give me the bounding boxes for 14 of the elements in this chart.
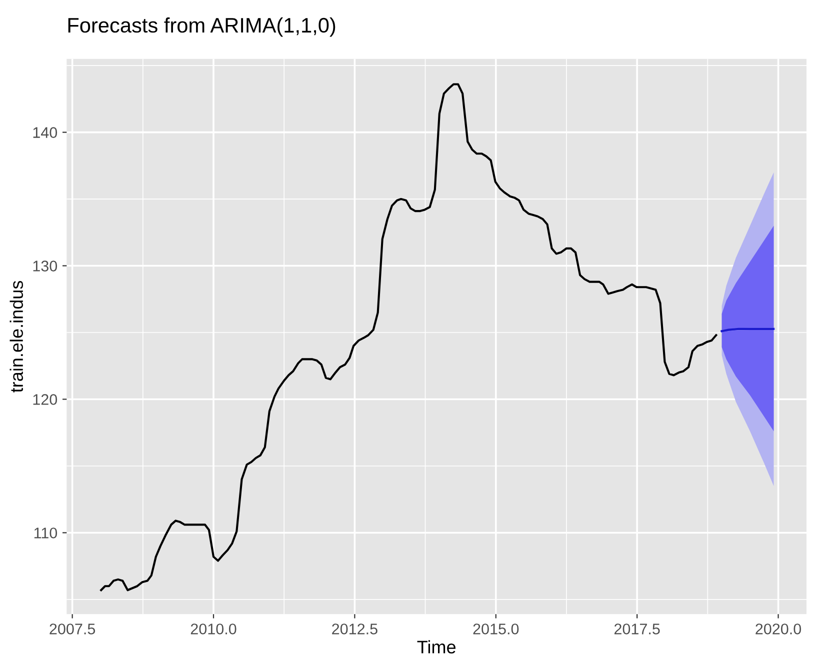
- x-tick-label: 2007.5: [50, 624, 96, 634]
- x-tick-label: 2020.0: [756, 624, 802, 634]
- y-tick-label: 120: [33, 394, 58, 405]
- y-tick-label: 110: [34, 528, 58, 538]
- x-axis-title: Time: [417, 640, 456, 654]
- x-tick-label: 2012.5: [332, 624, 378, 634]
- x-tick-label: 2010.0: [190, 624, 236, 634]
- y-tick-label: 140: [33, 127, 58, 138]
- chart-title: Forecasts from ARIMA(1,1,0): [68, 17, 336, 37]
- x-tick-label: 2017.5: [614, 624, 660, 634]
- y-axis-title: train.ele.indus: [10, 280, 24, 392]
- y-tick-label: 130: [33, 260, 58, 272]
- line-series: [100, 83, 718, 592]
- x-tick-label: 2015.0: [473, 624, 519, 634]
